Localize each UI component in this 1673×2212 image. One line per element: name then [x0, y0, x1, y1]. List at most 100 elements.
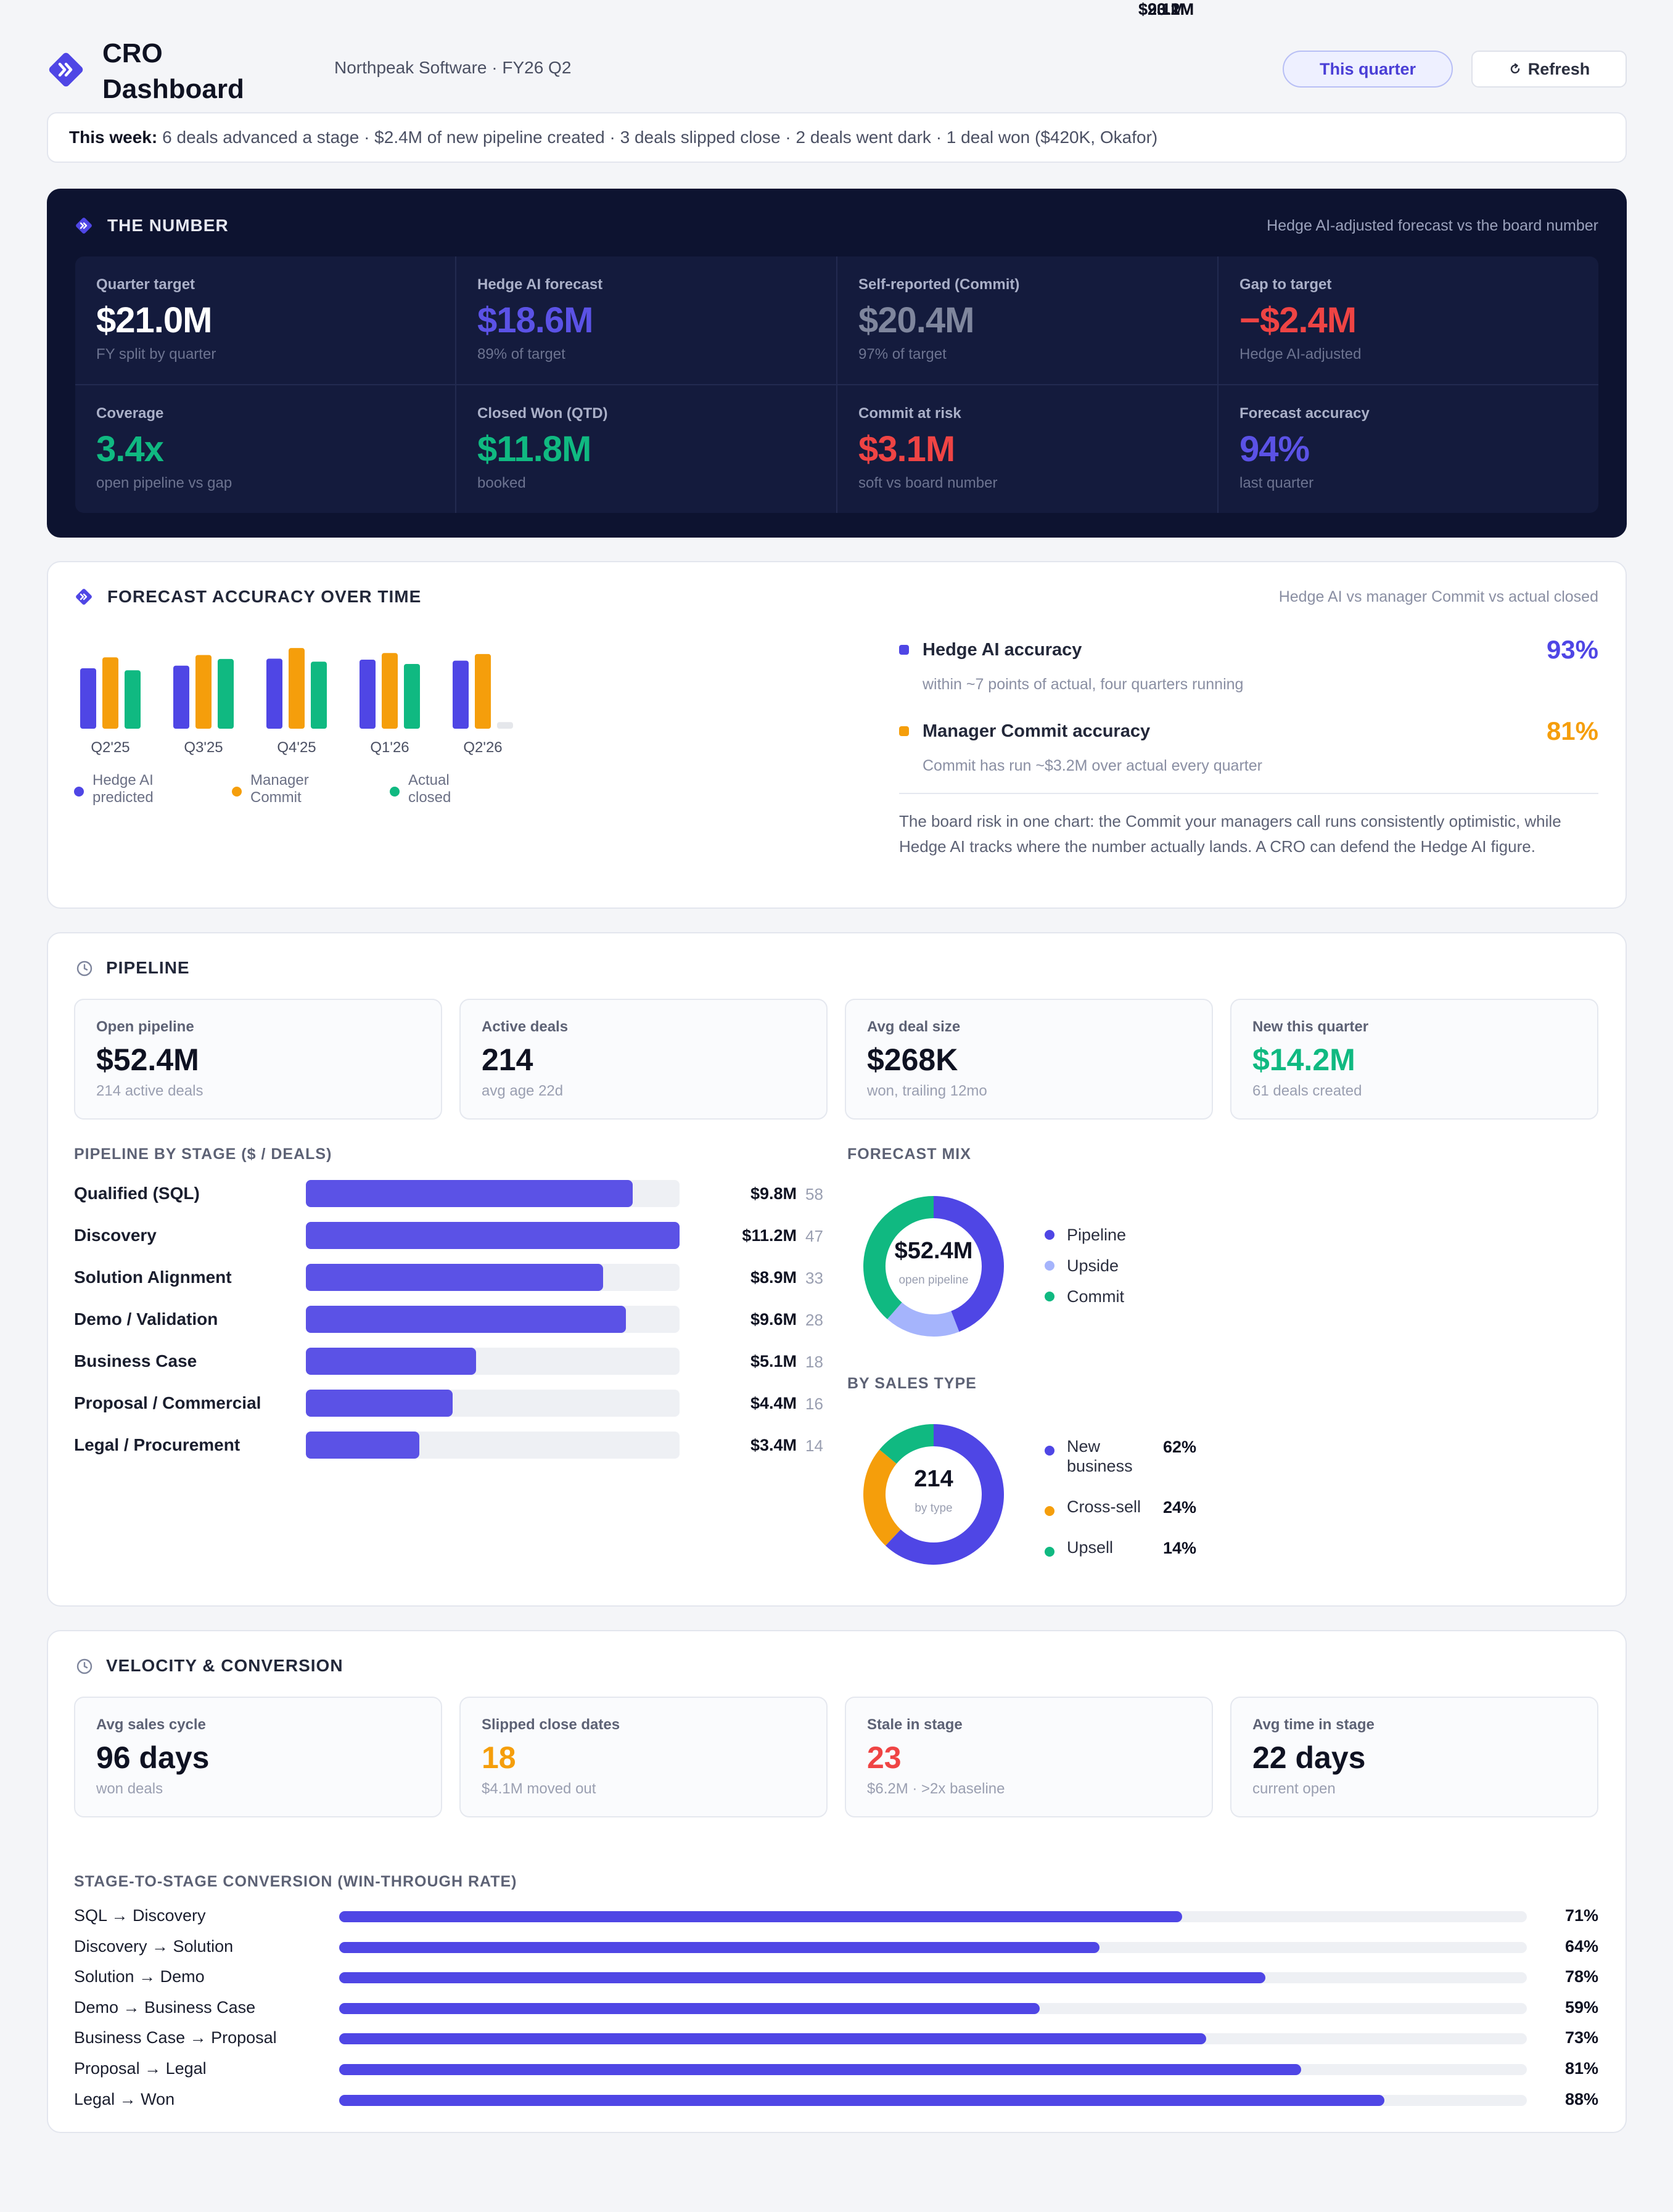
kpi-card: New this quarter $14.2M 61 deals created — [1230, 999, 1598, 1120]
sales-type-label-line: Cross-sell — [1067, 1497, 1141, 1516]
stage-amount: $8.9M — [750, 1268, 797, 1287]
legend-text: Actual closed — [408, 772, 451, 806]
kpi-value: 22 days — [1252, 1740, 1366, 1775]
velocity-title: VELOCITY & CONVERSION — [106, 1656, 343, 1675]
sales-type-label-line: New — [1067, 1437, 1101, 1456]
kpi-sub: 61 deals created — [1252, 1083, 1362, 1099]
manager-commit-accuracy-value: 81% — [1546, 716, 1598, 745]
chart-tick-label: Q1'26 — [370, 739, 409, 756]
kpi-card: Stale in stage 23 $6.2M · >2x baseline — [845, 1697, 1213, 1817]
stage-amount: $11.2M — [742, 1226, 797, 1245]
forecast-mix-slice — [887, 1302, 960, 1337]
stage-name: Proposal / Commercial — [74, 1393, 261, 1412]
kpi-value: $21.0M — [96, 300, 212, 340]
legend-line: predicted — [92, 789, 154, 806]
legend-dot — [1045, 1446, 1054, 1456]
kpi-sub: booked — [477, 475, 526, 491]
chevrons-icon — [76, 589, 92, 605]
conversion-name: Discovery → Solution — [74, 1936, 234, 1956]
kpi-label: Open pipeline — [96, 1018, 194, 1035]
forecast-mix-slice — [863, 1196, 934, 1319]
stage-name: Discovery — [74, 1226, 157, 1245]
stage-deal-count: 14 — [805, 1436, 823, 1455]
app-title-line2: Dashboard — [102, 74, 244, 104]
stage-bar-fill — [306, 1180, 633, 1207]
conversion-percent: 81% — [1564, 2059, 1598, 2078]
kpi-sub: $6.2M · >2x baseline — [867, 1780, 1005, 1797]
chart-bar — [453, 660, 469, 729]
legend-dot — [232, 787, 242, 797]
chart-bar — [475, 653, 491, 729]
conversion-bar-fill — [339, 2002, 1040, 2014]
forecast-mix-label: Pipeline — [1067, 1226, 1127, 1244]
stage-deal-count: 58 — [805, 1185, 823, 1203]
conversion-bar-fill — [339, 1972, 1266, 1984]
legend-line: closed — [408, 789, 451, 806]
stage-deal-count: 33 — [805, 1269, 823, 1287]
kpi-label: Closed Won (QTD) — [477, 405, 608, 422]
hedge-ai-accuracy-value: 93% — [1546, 635, 1598, 664]
kpi-cell: Quarter target $21.0M FY split by quarter — [75, 256, 456, 385]
forecast-accuracy-card — [47, 561, 1627, 909]
kpi-sub: 214 active deals — [96, 1083, 203, 1099]
the-number-title: THE NUMBER — [107, 216, 229, 235]
legend-text: Hedge AI predicted — [92, 772, 154, 806]
kpi-value: 3.4x — [96, 429, 164, 469]
stage-amount: $9.6M — [750, 1310, 797, 1329]
kpi-value: −$2.4M — [1239, 300, 1357, 340]
chart-bar — [289, 648, 305, 729]
kpi-cell: Forecast accuracy 94% last quarter — [1219, 385, 1598, 513]
sales-type-value: 24% — [1163, 1498, 1197, 1517]
chart-tick-label: Q2'25 — [91, 739, 129, 756]
stage-deal-count: 28 — [805, 1311, 823, 1329]
sales-type-label-line: business — [1067, 1457, 1133, 1475]
sales-type-center-value: 214 — [914, 1466, 953, 1492]
hedge-ai-dot — [899, 645, 909, 655]
refresh-button[interactable]: Refresh — [1471, 51, 1627, 88]
kpi-value: 96 days — [96, 1740, 210, 1775]
forecast-accuracy-chart: Q2'25 Q3'25 Q4'25 Q1'26 Q2'26 — [80, 648, 513, 756]
kpi-card: Avg sales cycle 96 days won deals — [74, 1697, 442, 1817]
legend-dot — [74, 787, 84, 797]
kpi-cell: Hedge AI forecast $18.6M 89% of target — [456, 256, 837, 385]
conversion-name: Business Case → Proposal — [74, 2028, 277, 2047]
chart-bar — [497, 722, 513, 729]
kpi-sub: won deals — [96, 1780, 163, 1797]
kpi-cell: Commit at risk $3.1M soft vs board number — [837, 385, 1218, 513]
kpi-card: Avg deal size $268K won, trailing 12mo — [845, 999, 1213, 1120]
chart-bar — [80, 668, 96, 729]
weekly-summary-bar: This week: 6 deals advanced a stage · $2… — [47, 112, 1627, 163]
stage-name: Business Case — [74, 1351, 197, 1370]
sales-type-center-label: by type — [915, 1502, 953, 1515]
kpi-label: Active deals — [482, 1018, 569, 1035]
forecast-mix-value: $23.1M — [1138, 0, 1194, 18]
stage-bar-fill — [306, 1222, 680, 1249]
kpi-label: Hedge AI forecast — [477, 276, 603, 293]
manager-commit-dot — [899, 726, 909, 736]
conversion-percent: 73% — [1564, 2028, 1598, 2047]
chart-bar — [311, 662, 327, 729]
kpi-value: 23 — [867, 1740, 902, 1775]
weekly-summary-text: 6 deals advanced a stage · $2.4M of new … — [162, 128, 1158, 147]
kpi-cell: Closed Won (QTD) $11.8M booked — [456, 385, 837, 513]
forecast-mix-center-label: open pipeline — [898, 1274, 969, 1287]
manager-commit-accuracy-title: Manager Commit accuracy — [923, 721, 1151, 741]
this-quarter-button[interactable]: This quarter — [1283, 51, 1453, 88]
kpi-label: Gap to target — [1239, 276, 1332, 293]
conversion-bar-fill — [339, 1941, 1100, 1953]
chart-bar — [195, 655, 212, 729]
forecast-mix-slice — [933, 1196, 1004, 1332]
stage-name: Qualified (SQL) — [74, 1184, 200, 1203]
forecast-accuracy-note: Hedge AI vs manager Commit vs actual clo… — [1278, 588, 1598, 605]
kpi-value: $18.6M — [477, 300, 593, 340]
kpi-label: Self-reported (Commit) — [858, 276, 1020, 293]
app-title-line1: CRO — [102, 38, 163, 68]
sales-type-label: Upsell — [1067, 1538, 1113, 1557]
sales-type-slice — [879, 1424, 934, 1464]
kpi-label: Coverage — [96, 405, 164, 422]
kpi-sub: last quarter — [1239, 475, 1314, 491]
kpi-card: Avg time in stage 22 days current open — [1230, 1697, 1598, 1817]
stage-amount: $5.1M — [750, 1352, 797, 1370]
legend-dot — [1045, 1261, 1054, 1271]
sales-type-donut — [863, 1424, 1004, 1565]
